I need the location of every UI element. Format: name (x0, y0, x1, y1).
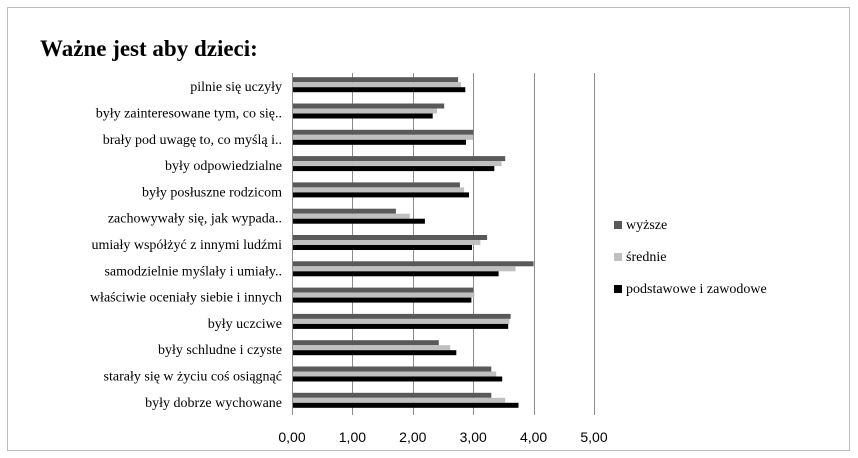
bar-1-4 (292, 156, 506, 162)
bar-3-8 (292, 271, 499, 277)
legend-swatch-3 (614, 285, 622, 293)
bar-2-1 (292, 82, 462, 88)
bar-1-5 (292, 182, 460, 188)
bar-1-10 (292, 313, 511, 319)
bar-3-2 (292, 113, 433, 119)
x-tick-label: 2,00 (399, 429, 426, 445)
bar-3-13 (292, 402, 519, 408)
x-tick-labels: 0,00 1,00 2,00 3,00 4,00 5,00 (278, 429, 607, 445)
bar-3-3 (292, 139, 466, 145)
bar-2-3 (292, 134, 474, 140)
category-label: brały pod uwagę to, co myślą i.. (103, 133, 282, 148)
category-label: były odpowiedzialne (165, 159, 282, 174)
bar-1-6 (292, 208, 396, 214)
category-label: zachowywały się, jak wypada.. (108, 212, 282, 227)
bar-1-9 (292, 287, 474, 293)
category-label: były uczciwe (208, 317, 282, 332)
bar-1-12 (292, 366, 492, 372)
x-tick-label: 4,00 (520, 429, 547, 445)
legend-label-3: podstawowe i zawodowe (626, 282, 767, 297)
bar-3-6 (292, 218, 425, 224)
category-label: były schludne i czyste (158, 343, 282, 358)
bar-2-12 (292, 371, 497, 377)
bar-3-9 (292, 297, 472, 303)
x-tick-label: 5,00 (580, 429, 607, 445)
bar-3-12 (292, 376, 503, 382)
x-tick-label: 1,00 (339, 429, 366, 445)
category-label: starały się w życiu coś osiągnąć (104, 370, 282, 385)
bar-2-5 (292, 187, 465, 193)
bar-1-11 (292, 340, 439, 346)
bar-3-10 (292, 323, 509, 329)
bar-2-8 (292, 266, 516, 272)
bar-1-8 (292, 261, 534, 267)
bar-2-10 (292, 318, 510, 324)
category-label: właściwie oceniały siebie i innych (90, 291, 282, 306)
bar-3-1 (292, 87, 466, 93)
bar-3-5 (292, 192, 469, 198)
category-label: były dobrze wychowane (145, 396, 282, 411)
category-label: pilnie się uczyły (190, 80, 282, 95)
category-label: umiały współżyć z innymi ludźmi (91, 238, 282, 253)
bar-2-6 (292, 213, 410, 219)
category-labels: pilnie się uczyły były zainteresowane tym… (90, 80, 282, 411)
legend-swatch-1 (614, 221, 622, 229)
category-label: samodzielnie myślały i umiały.. (104, 264, 282, 279)
bar-2-4 (292, 161, 502, 167)
bar-2-2 (292, 108, 437, 114)
x-tick-label: 0,00 (278, 429, 305, 445)
bar-1-1 (292, 77, 459, 83)
bar-1-7 (292, 235, 488, 240)
bar-1-2 (292, 103, 445, 109)
bar-3-11 (292, 350, 457, 356)
bar-2-13 (292, 397, 506, 403)
chart-title: Ważne jest aby dzieci: (40, 36, 258, 61)
category-label: były posłuszne rodzicom (142, 185, 282, 200)
bar-1-13 (292, 392, 492, 398)
bar-3-7 (292, 245, 472, 250)
bar-2-7 (292, 240, 481, 245)
legend-label-1: wyższe (626, 218, 667, 233)
legend-label-2: średnie (626, 250, 666, 265)
bars (292, 77, 534, 408)
legend: wyższe średnie podstawowe i zawodowe (614, 218, 767, 297)
bar-1-3 (292, 129, 474, 135)
legend-swatch-2 (614, 253, 622, 261)
bar-3-4 (292, 166, 495, 172)
x-tick-label: 3,00 (460, 429, 487, 445)
bar-2-11 (292, 345, 451, 351)
category-label: były zainteresowane tym, co się.. (96, 107, 282, 122)
bar-2-9 (292, 292, 475, 298)
